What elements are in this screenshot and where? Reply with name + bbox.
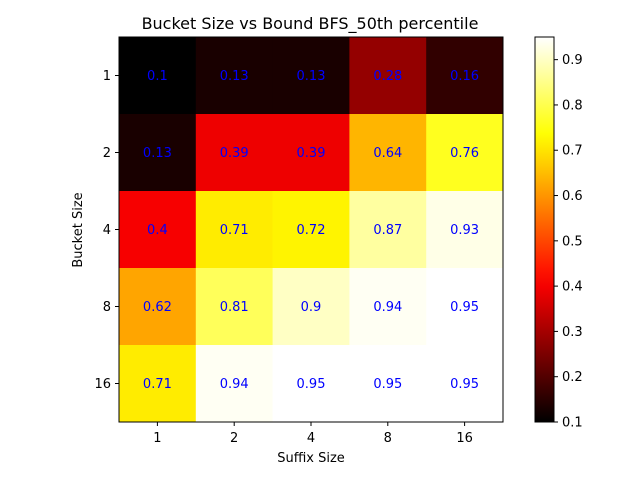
heatmap-cell <box>272 37 350 115</box>
cell-annotation: 0.95 <box>373 377 402 392</box>
cell-annotation: 0.13 <box>220 69 249 84</box>
y-axis-ticks: 1 2 4 8 16 <box>94 69 119 392</box>
chart-title: Bucket Size vs Bound BFS_50th percentile <box>142 14 479 34</box>
cell-annotation: 0.93 <box>450 223 479 238</box>
heatmap-cell <box>119 114 197 192</box>
colorbar-tick-label: 0.1 <box>562 416 583 431</box>
x-tick-label: 2 <box>230 431 238 446</box>
cell-annotation: 0.95 <box>297 377 326 392</box>
heatmap-cell <box>195 268 274 346</box>
heatmap-cell <box>426 191 504 269</box>
heatmap-cell <box>426 37 504 115</box>
cell-annotation: 0.95 <box>450 377 479 392</box>
cell-annotation: 0.4 <box>147 223 168 238</box>
heatmap-cell <box>426 114 504 192</box>
x-axis-label: Suffix Size <box>277 451 345 466</box>
cell-annotations: 0.1 0.13 0.13 0.28 0.16 0.13 0.39 0.39 0.64 0.76 0… <box>143 69 479 392</box>
colorbar-tick-label: 0.5 <box>562 234 583 249</box>
cell-annotation: 0.62 <box>143 300 172 315</box>
cell-annotation: 0.64 <box>373 146 402 161</box>
colorbar <box>534 36 555 423</box>
colorbar-tick-label: 0.7 <box>562 144 583 159</box>
cell-annotation: 0.39 <box>220 146 249 161</box>
colorbar-tick-label: 0.9 <box>562 53 583 68</box>
y-tick-label: 16 <box>94 377 111 392</box>
heatmap-cells <box>119 37 504 423</box>
colorbar-tick-label: 0.3 <box>562 325 583 340</box>
heatmap-cell <box>349 345 427 423</box>
y-tick-label: 8 <box>103 300 111 315</box>
cell-annotation: 0.71 <box>220 223 249 238</box>
heatmap-cell <box>119 345 197 423</box>
heatmap-cell <box>272 268 350 346</box>
colorbar-tick-label: 0.8 <box>562 98 583 113</box>
heatmap-cell <box>119 268 197 346</box>
x-tick-label: 1 <box>153 431 161 446</box>
heatmap-cell <box>272 345 350 423</box>
colorbar-tick-label: 0.4 <box>562 280 583 295</box>
heatmap-cell <box>195 191 274 269</box>
cell-annotation: 0.94 <box>220 377 249 392</box>
heatmap-cell <box>349 268 427 346</box>
heatmap-cell <box>119 37 197 115</box>
heatmap-cell <box>426 268 504 346</box>
cell-annotation: 0.9 <box>301 300 322 315</box>
y-tick-label: 2 <box>103 146 111 161</box>
cell-annotation: 0.95 <box>450 300 479 315</box>
heatmap-cell <box>349 114 427 192</box>
cell-annotation: 0.16 <box>450 69 479 84</box>
y-axis-label: Bucket Size <box>71 192 86 267</box>
y-tick-label: 1 <box>103 69 111 84</box>
cell-annotation: 0.81 <box>220 300 249 315</box>
heatmap-cell <box>272 114 350 192</box>
heatmap-cell <box>272 191 350 269</box>
colorbar-tick-label: 0.6 <box>562 189 583 204</box>
cell-annotation: 0.13 <box>297 69 326 84</box>
heatmap-cell <box>349 37 427 115</box>
colorbar-ticks: 0.1 0.2 0.3 0.4 0.5 0.6 0.7 0.8 0.9 <box>554 53 583 431</box>
cell-annotation: 0.76 <box>450 146 479 161</box>
y-tick-label: 4 <box>103 223 111 238</box>
cell-annotation: 0.1 <box>147 69 168 84</box>
x-axis-ticks: 1 2 4 8 16 <box>153 422 473 446</box>
cell-annotation: 0.94 <box>373 300 402 315</box>
cell-annotation: 0.28 <box>373 69 402 84</box>
cell-annotation: 0.13 <box>143 146 172 161</box>
heatmap-cell <box>195 345 274 423</box>
heatmap-cell <box>195 37 274 115</box>
heatmap-cell <box>195 114 274 192</box>
cell-annotation: 0.87 <box>373 223 402 238</box>
x-tick-label: 16 <box>456 431 473 446</box>
x-tick-label: 8 <box>384 431 392 446</box>
cell-annotation: 0.72 <box>297 223 326 238</box>
cell-annotation: 0.71 <box>143 377 172 392</box>
heatmap-cell <box>119 191 197 269</box>
heatmap-cell <box>426 345 504 423</box>
cell-annotation: 0.39 <box>297 146 326 161</box>
colorbar-tick-label: 0.2 <box>562 370 583 385</box>
heatmap-cell <box>349 191 427 269</box>
x-tick-label: 4 <box>307 431 315 446</box>
